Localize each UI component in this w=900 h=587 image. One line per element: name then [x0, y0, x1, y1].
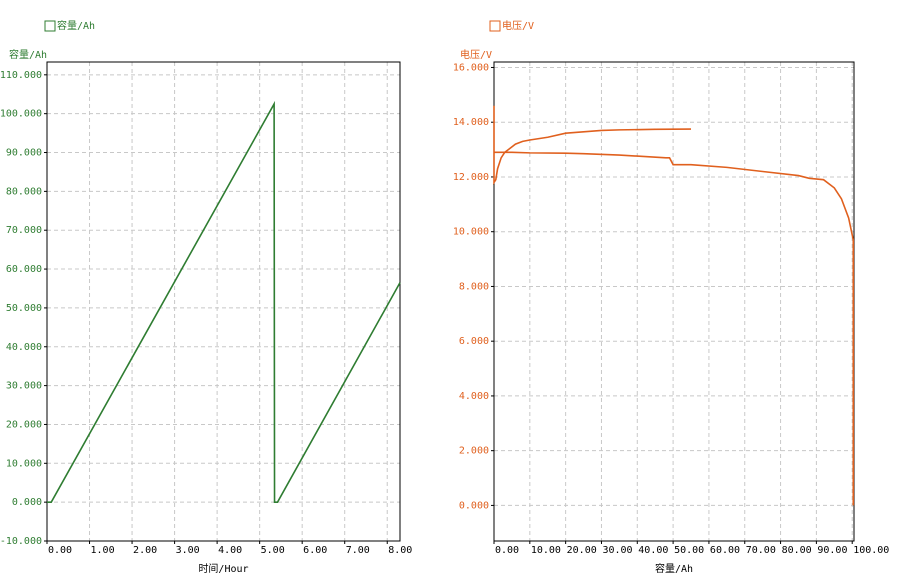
y-tick-label: 30.000 [6, 381, 42, 392]
y-tick-label: 4.000 [459, 391, 489, 402]
y-tick-label: 110.000 [0, 70, 42, 81]
y-tick-label: 2.000 [459, 446, 489, 457]
x-tick-label: 3.00 [176, 545, 200, 556]
y-tick-label: 12.000 [453, 172, 489, 183]
y-tick-label: 14.000 [453, 117, 489, 128]
legend-swatch [489, 20, 501, 32]
y-tick-label: 10.000 [453, 227, 489, 238]
x-tick-label: 2.00 [133, 545, 157, 556]
y-axis-label: 容量/Ah [9, 48, 47, 61]
y-tick-label: 90.000 [6, 148, 42, 159]
y-axis-label: 电压/V [460, 48, 492, 61]
x-tick-label: 1.00 [91, 545, 115, 556]
x-tick-label: 0.00 [495, 545, 519, 556]
x-tick-label: 100.00 [853, 545, 889, 556]
y-tick-label: 80.000 [6, 186, 42, 197]
x-tick-label: 50.00 [674, 545, 704, 556]
x-tick-label: 40.00 [638, 545, 668, 556]
x-tick-label: 4.00 [218, 545, 242, 556]
y-tick-label: 10.000 [6, 458, 42, 469]
x-tick-label: 90.00 [817, 545, 847, 556]
x-tick-label: 10.00 [531, 545, 561, 556]
x-tick-label: 5.00 [261, 545, 285, 556]
x-tick-label: 60.00 [710, 545, 740, 556]
y-tick-label: 0.000 [459, 500, 489, 511]
x-tick-label: 80.00 [782, 545, 812, 556]
x-tick-label: 70.00 [746, 545, 776, 556]
y-tick-label: 20.000 [6, 419, 42, 430]
plot-frame [493, 61, 855, 542]
y-tick-label: 40.000 [6, 342, 42, 353]
data-line [47, 100, 401, 503]
plot-frame [46, 61, 401, 542]
x-tick-label: 20.00 [567, 545, 597, 556]
y-tick-label: 100.000 [0, 109, 42, 120]
legend-swatch [44, 20, 56, 32]
x-tick-label: 6.00 [303, 545, 327, 556]
y-tick-label: 6.000 [459, 336, 489, 347]
y-tick-label: 70.000 [6, 225, 42, 236]
legend-label: 容量/Ah [57, 19, 95, 32]
y-tick-label: -10.000 [0, 536, 42, 547]
x-axis-label: 时间/Hour [198, 562, 248, 575]
x-axis-label: 容量/Ah [655, 562, 693, 575]
x-tick-label: 30.00 [602, 545, 632, 556]
y-tick-label: 16.000 [453, 62, 489, 73]
y-tick-label: 50.000 [6, 303, 42, 314]
x-tick-label: 8.00 [388, 545, 412, 556]
data-line [493, 105, 855, 506]
y-tick-label: 8.000 [459, 281, 489, 292]
y-tick-label: 60.000 [6, 264, 42, 275]
y-tick-label: 0.000 [12, 497, 42, 508]
legend-label: 电压/V [502, 19, 534, 32]
x-tick-label: 7.00 [346, 545, 370, 556]
x-tick-label: 0.00 [48, 545, 72, 556]
